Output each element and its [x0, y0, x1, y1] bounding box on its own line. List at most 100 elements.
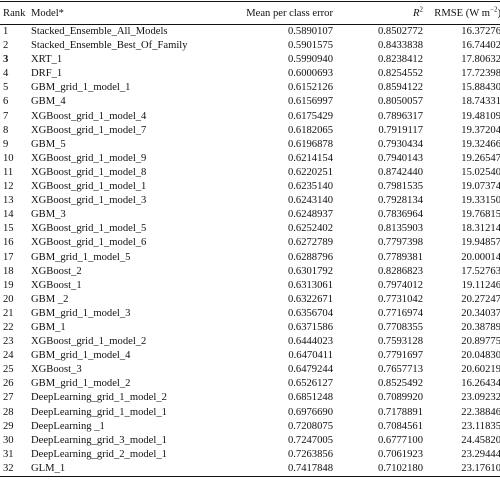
rmse-cell: 19.37204: [461, 124, 500, 136]
rank-cell: 16: [3, 237, 14, 249]
r2-cell: 0.7084561: [377, 420, 423, 432]
mean-error-cell: 0.7208075: [287, 420, 333, 432]
model-cell: Stacked_Ensemble_Best_Of_Family: [31, 40, 188, 52]
table-row: 3 XRT_1 0.5990940 0.8238412 17.80632: [0, 53, 500, 67]
mean-error-cell: 0.6000693: [287, 68, 333, 80]
rank-cell: 26: [3, 378, 14, 390]
rank-cell: 32: [0, 461, 31, 477]
model-cell: XGBoost_grid_1_model_2: [31, 336, 147, 348]
header-model: Model*: [31, 1, 213, 25]
table-row: 20 GBM _2 0.6322671 0.7731042 20.27247: [0, 293, 500, 307]
r2-cell: 0.7791697: [377, 350, 423, 362]
mean-error-cell: 0.6851248: [287, 392, 333, 404]
mean-error-cell: 0.6288796: [287, 251, 333, 263]
model-cell: XGBoost_grid_1_model_9: [31, 152, 147, 164]
header-mean-per-class-error: Mean per class error: [213, 1, 333, 25]
table-row: 13 XGBoost_grid_1_model_3 0.6243140 0.79281…: [0, 194, 500, 208]
rank-cell: 4: [3, 68, 9, 80]
rmse-cell: 20.27247: [461, 293, 500, 305]
r2-cell: 0.7657713: [377, 364, 423, 376]
r2-cell: 0.7836964: [377, 209, 423, 221]
rmse-cell: 20.00014: [461, 251, 500, 263]
table-row: 10 XGBoost_grid_1_model_9 0.6214154 0.79401…: [0, 152, 500, 166]
rank-cell: 17: [3, 251, 14, 263]
model-cell: GBM_grid_1_model_4: [31, 350, 131, 362]
model-cell: DeepLearning _1: [31, 420, 105, 432]
rank-cell: 20: [3, 293, 14, 305]
header-row: Rank Model* Mean per class error R2 RMSE…: [0, 1, 500, 25]
r2-cell: 0.7178891: [377, 406, 423, 418]
model-cell: GBM_grid_1_model_5: [31, 251, 131, 263]
mean-error-cell: 0.6526127: [287, 378, 333, 390]
mean-error-cell: 0.6152126: [287, 82, 333, 94]
r2-cell: 0.8433838: [377, 40, 423, 52]
rank-cell: 27: [3, 392, 14, 404]
mean-error-cell: 0.6214154: [287, 152, 333, 164]
model-cell: DRF_1: [31, 68, 63, 80]
table-row: 1 Stacked_Ensemble_All_Models 0.5890107 0.8…: [0, 25, 500, 40]
model-cell: GBM_grid_1_model_2: [31, 378, 131, 390]
r2-cell: 0.6777100: [377, 434, 423, 446]
r2-cell: 0.7061923: [377, 448, 423, 460]
table-row: 8 XGBoost_grid_1_model_7 0.6182065 0.791911…: [0, 124, 500, 138]
table-row: 17 GBM_grid_1_model_5 0.6288796 0.7789381 20…: [0, 251, 500, 265]
rmse-cell: 20.04830: [461, 350, 500, 362]
mean-error-cell: 0.6976690: [287, 406, 333, 418]
rank-cell: 7: [3, 110, 9, 122]
table-row: 19 XGBoost_1 0.6313061 0.7974012 19.11246: [0, 279, 500, 293]
header-rank: Rank: [0, 1, 31, 25]
mean-error-cell: 0.6248937: [287, 209, 333, 221]
rank-cell: 15: [3, 223, 14, 235]
r2-cell: 0.8254552: [377, 68, 423, 80]
mean-error-cell: 0.6235140: [287, 181, 333, 193]
table-row: 12 XGBoost_grid_1_model_1 0.6235140 0.79815…: [0, 180, 500, 194]
table-row: 15 XGBoost_grid_1_model_5 0.6252402 0.81359…: [0, 222, 500, 236]
mean-error-cell: 0.6322671: [287, 293, 333, 305]
rmse-cell: 23.29444: [461, 448, 500, 460]
rank-cell: 12: [3, 181, 14, 193]
rmse-cell: 24.45820: [461, 434, 500, 446]
r2-cell: 0.8742440: [377, 166, 423, 178]
rmse-cell: 16.37276: [461, 26, 500, 37]
model-cell: XGBoost_grid_1_model_4: [31, 110, 147, 122]
rmse-cell: 19.76815: [461, 209, 500, 221]
rmse-cell: 17.52763: [461, 265, 500, 277]
rmse-cell: 19.94857: [461, 237, 500, 249]
table-row: 21 GBM_grid_1_model_3 0.6356704 0.7716974 20…: [0, 307, 500, 321]
rmse-cell: 18.31214: [461, 223, 500, 235]
rank-cell: 11: [3, 166, 14, 178]
rank-cell: 24: [3, 350, 14, 362]
table-row: 22 GBM_1 0.6371586 0.7708355 20.38789: [0, 321, 500, 335]
rank-cell: 25: [3, 364, 14, 376]
model-cell: XGBoost_grid_1_model_6: [31, 237, 147, 249]
model-cell: Stacked_Ensemble_All_Models: [31, 26, 168, 37]
r2-cell: 0.7981535: [377, 181, 423, 193]
table-row: 11 XGBoost_grid_1_model_8 0.6220251 0.87424…: [0, 166, 500, 180]
model-cell: XRT_1: [31, 54, 63, 66]
rmse-cell: 19.32466: [461, 138, 500, 150]
r2-cell: 0.8286823: [377, 265, 423, 277]
table-row: 7 XGBoost_grid_1_model_4 0.6175429 0.789631…: [0, 110, 500, 124]
rank-cell: 2: [3, 40, 9, 52]
mean-error-cell: 0.6196878: [287, 138, 333, 150]
model-cell: GBM_grid_1_model_3: [31, 307, 131, 319]
mean-error-cell: 0.6220251: [287, 166, 333, 178]
table-body: 1 Stacked_Ensemble_All_Models 0.5890107 0.8…: [0, 25, 500, 477]
r2-cell: 0.7708355: [377, 321, 423, 333]
table-row: 23 XGBoost_grid_1_model_2 0.6444023 0.75931…: [0, 335, 500, 349]
table-row: 16 XGBoost_grid_1_model_6 0.6272789 0.77973…: [0, 236, 500, 250]
rank-cell: 6: [3, 96, 9, 108]
table-row: 30 DeepLearning_grid_3_model_1 0.7247005 0.…: [0, 434, 500, 448]
mean-error-cell: 0.6313061: [287, 279, 333, 291]
table-row: 5 GBM_grid_1_model_1 0.6152126 0.8594122 15.…: [0, 81, 500, 95]
rank-cell: 8: [3, 124, 9, 136]
rmse-cell: 22.38846: [461, 406, 500, 418]
mean-error-cell: 0.6156997: [287, 96, 333, 108]
r2-exponent: 2: [419, 4, 424, 13]
model-cell: DeepLearning_grid_1_model_2: [31, 392, 167, 404]
model-cell: XGBoost_grid_1_model_1: [31, 181, 147, 193]
rank-cell: 21: [3, 307, 14, 319]
table-header: Rank Model* Mean per class error R2 RMSE…: [0, 1, 500, 25]
rank-cell: 9: [3, 138, 9, 150]
